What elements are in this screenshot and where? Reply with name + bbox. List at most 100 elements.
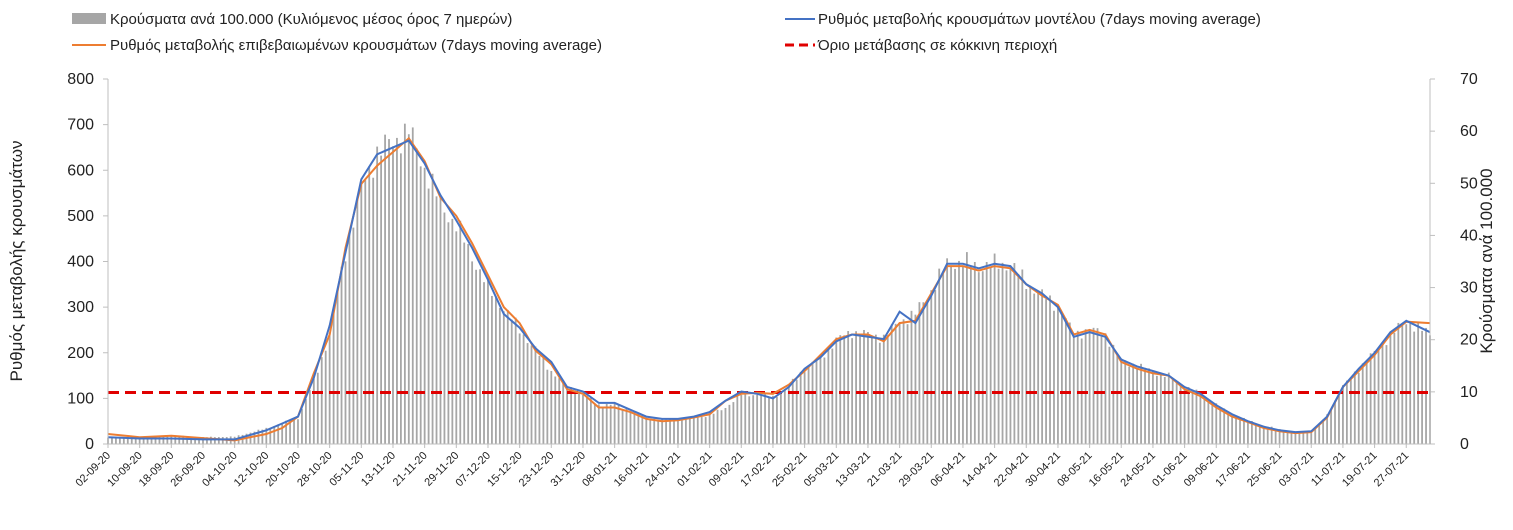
y-left-tick-label: 0 — [85, 436, 94, 453]
y-right-tick-label: 60 — [1460, 123, 1478, 140]
daily-case-bar — [1393, 332, 1396, 444]
daily-case-bar — [874, 334, 877, 444]
daily-case-bar — [700, 417, 703, 444]
x-axis-ticks: 02-09-2010-09-2018-09-2026-09-2004-10-20… — [73, 444, 1411, 489]
daily-case-bar — [198, 437, 200, 444]
daily-case-bar — [328, 332, 331, 444]
daily-case-bar — [396, 137, 398, 444]
y-right-tick-label: 40 — [1460, 227, 1478, 244]
daily-case-bar — [609, 404, 612, 444]
daily-case-bar — [443, 212, 446, 444]
y-left-tick-label: 200 — [67, 345, 94, 362]
daily-case-bar — [601, 407, 604, 444]
daily-case-bar — [1385, 345, 1388, 444]
daily-case-bar — [380, 155, 383, 445]
daily-case-bar — [795, 379, 798, 444]
daily-case-bar — [1175, 381, 1178, 444]
daily-case-bar — [1405, 324, 1408, 444]
daily-case-bar — [356, 196, 359, 444]
daily-case-bar — [1373, 350, 1376, 444]
daily-case-bar — [641, 415, 644, 444]
daily-case-bar — [859, 336, 861, 444]
daily-case-bar — [1120, 358, 1123, 444]
daily-case-bar — [411, 127, 414, 445]
daily-case-bar — [645, 417, 648, 444]
daily-case-bar — [1001, 262, 1004, 444]
daily-case-bar — [1163, 377, 1166, 444]
daily-case-bar — [324, 350, 327, 444]
daily-case-bar — [981, 271, 984, 444]
daily-case-bar — [902, 319, 905, 444]
daily-case-bar — [467, 243, 470, 444]
daily-case-bar — [178, 436, 181, 444]
daily-case-bar — [146, 436, 149, 444]
daily-case-bar — [435, 196, 438, 444]
daily-case-bar — [649, 419, 652, 444]
daily-case-bar — [969, 266, 972, 444]
x-tick-label: 03-07-21 — [1277, 450, 1317, 490]
daily-case-bar — [494, 296, 497, 444]
daily-case-bar — [740, 394, 743, 444]
daily-case-bar — [847, 331, 850, 444]
daily-case-bar — [312, 378, 315, 444]
daily-case-bar — [1096, 328, 1099, 444]
daily-case-bar — [922, 302, 925, 444]
daily-case-bar — [1239, 418, 1241, 444]
daily-case-bar — [1144, 367, 1146, 444]
daily-case-bar — [1223, 408, 1226, 444]
daily-case-bar — [277, 424, 280, 444]
legend-label-model: Ρυθμός μεταβολής κρουσμάτων μοντέλου (7d… — [818, 11, 1261, 28]
daily-case-bar — [669, 419, 671, 444]
daily-case-bar — [134, 436, 137, 444]
daily-case-bar — [712, 413, 715, 444]
daily-case-bar — [633, 410, 636, 444]
daily-case-bar — [538, 355, 541, 444]
daily-case-bar — [692, 418, 695, 444]
daily-case-bar — [487, 278, 489, 444]
daily-case-bar — [617, 405, 620, 444]
daily-case-bar — [174, 435, 177, 444]
daily-case-bar — [1310, 433, 1313, 444]
daily-case-bar — [138, 436, 141, 444]
y-right-tick-label: 30 — [1460, 280, 1478, 297]
daily-case-bar — [934, 290, 937, 444]
daily-case-bar — [1266, 426, 1269, 444]
daily-case-bar — [534, 346, 537, 444]
daily-case-bar — [1294, 431, 1297, 444]
daily-case-bar — [1159, 372, 1162, 444]
y-left-tick-label: 700 — [67, 117, 94, 134]
daily-case-bar — [958, 260, 960, 444]
daily-case-bar — [657, 420, 660, 444]
daily-case-bar — [1290, 431, 1293, 444]
daily-case-bar — [1282, 430, 1285, 444]
daily-case-bar — [1334, 400, 1336, 444]
daily-case-bar — [807, 365, 810, 444]
daily-case-bar — [867, 332, 869, 444]
daily-case-bar — [1124, 360, 1127, 444]
daily-case-bar — [1045, 299, 1047, 444]
daily-case-bar — [1152, 370, 1154, 444]
daily-case-bar — [724, 407, 727, 444]
daily-case-bar — [886, 335, 889, 444]
daily-case-bar — [522, 334, 525, 444]
daily-case-bar — [1365, 362, 1368, 444]
daily-case-bar — [827, 347, 830, 444]
daily-case-bar — [550, 370, 553, 444]
daily-case-bar — [1057, 305, 1059, 444]
daily-case-bar — [1409, 323, 1412, 444]
daily-case-bar — [285, 420, 288, 444]
daily-case-bar — [938, 268, 941, 444]
daily-case-bar — [1068, 322, 1071, 444]
daily-case-bar — [1306, 432, 1309, 444]
y-right-tick-label: 50 — [1460, 175, 1478, 192]
legend: Κρούσματα ανά 100.000 (Κυλιόμενος μέσος … — [72, 11, 1261, 54]
daily-case-bar — [1326, 414, 1328, 444]
daily-case-bar — [257, 429, 260, 444]
daily-case-bar — [882, 334, 885, 444]
x-tick-label: 27-07-21 — [1372, 450, 1412, 490]
y-axis-left-ticks: 0 100 200 300 400 500 600 700 800 — [67, 71, 108, 453]
daily-case-bar — [122, 437, 125, 444]
daily-case-bar — [1215, 403, 1218, 444]
daily-case-bar — [316, 372, 319, 444]
daily-case-bar — [542, 357, 545, 444]
